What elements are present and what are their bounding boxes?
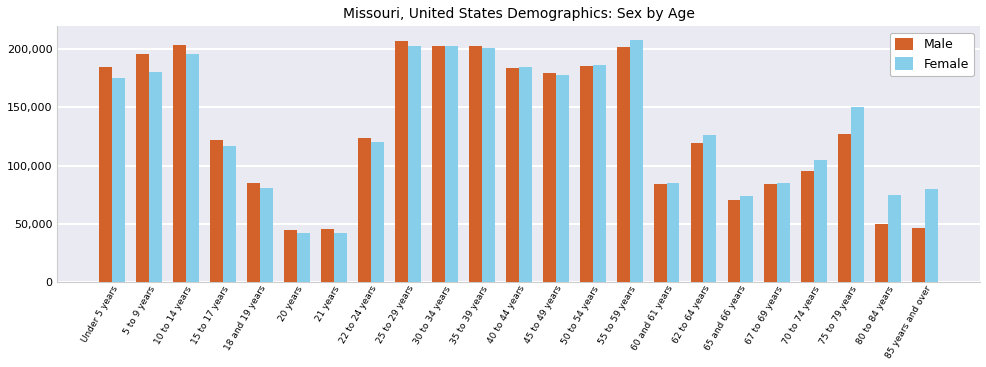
- Bar: [887, 195, 900, 281]
- Bar: [629, 40, 642, 281]
- Bar: [801, 171, 813, 281]
- Bar: [246, 183, 260, 281]
- Bar: [875, 224, 887, 281]
- Bar: [764, 184, 777, 281]
- Bar: [837, 134, 850, 281]
- Bar: [136, 54, 149, 281]
- Bar: [592, 65, 605, 281]
- Bar: [813, 160, 826, 281]
- Bar: [924, 189, 937, 281]
- Bar: [358, 138, 371, 281]
- Bar: [210, 140, 223, 281]
- Bar: [616, 47, 629, 281]
- Bar: [186, 54, 199, 281]
- Bar: [260, 188, 273, 281]
- Bar: [284, 230, 297, 281]
- Bar: [149, 72, 162, 281]
- Bar: [777, 183, 790, 281]
- Bar: [519, 67, 531, 281]
- Bar: [666, 183, 678, 281]
- Bar: [371, 142, 384, 281]
- Bar: [407, 46, 420, 281]
- Bar: [542, 73, 555, 281]
- Bar: [579, 66, 592, 281]
- Title: Missouri, United States Demographics: Sex by Age: Missouri, United States Demographics: Se…: [342, 7, 694, 21]
- Bar: [653, 184, 666, 281]
- Bar: [174, 45, 186, 281]
- Bar: [850, 108, 864, 281]
- Bar: [505, 68, 519, 281]
- Bar: [394, 41, 407, 281]
- Bar: [297, 233, 310, 281]
- Bar: [703, 135, 716, 281]
- Bar: [740, 196, 752, 281]
- Bar: [481, 48, 494, 281]
- Bar: [468, 46, 481, 281]
- Bar: [727, 200, 740, 281]
- Bar: [690, 143, 703, 281]
- Bar: [911, 228, 924, 281]
- Bar: [320, 229, 333, 281]
- Legend: Male, Female: Male, Female: [888, 33, 973, 76]
- Bar: [100, 67, 112, 281]
- Bar: [445, 46, 458, 281]
- Bar: [223, 146, 236, 281]
- Bar: [333, 233, 346, 281]
- Bar: [555, 75, 568, 281]
- Bar: [432, 46, 445, 281]
- Bar: [112, 79, 125, 281]
